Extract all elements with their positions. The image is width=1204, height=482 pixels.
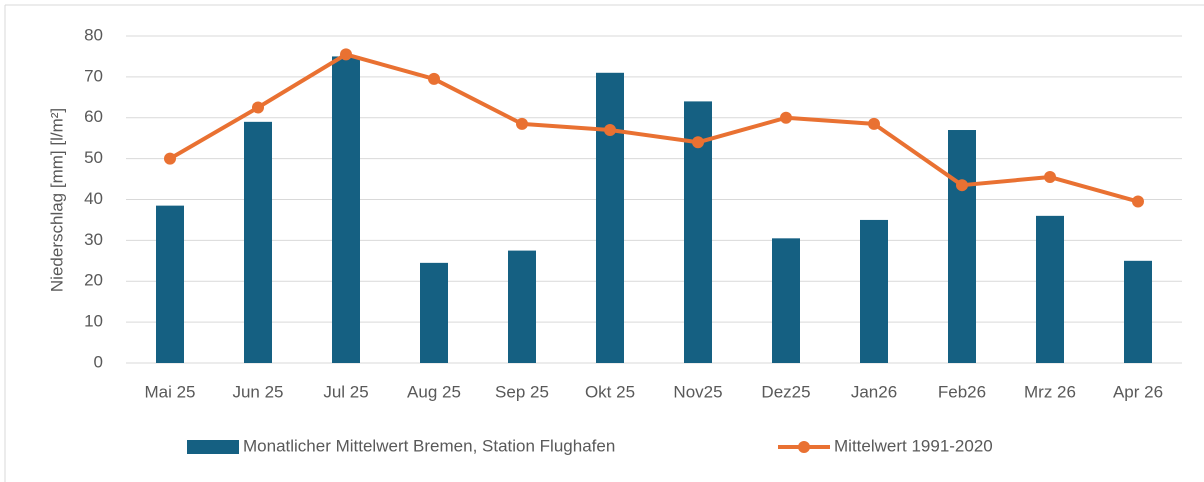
y-tick-label: 40	[84, 189, 103, 208]
line-marker	[1132, 195, 1144, 208]
y-tick-label: 60	[84, 107, 103, 126]
bar	[420, 262, 448, 363]
y-axis-label: Niederschlag [mm] [l/m²]	[47, 108, 66, 292]
x-tick-label: Aug 25	[407, 382, 461, 401]
x-tick-label: Okt 25	[585, 382, 635, 401]
legend-swatch	[798, 441, 810, 453]
line-marker	[868, 117, 880, 130]
bar	[508, 250, 536, 363]
bar	[1124, 260, 1152, 363]
line-marker	[780, 111, 792, 124]
bar	[244, 121, 272, 364]
x-tick-label: Sep 25	[495, 382, 549, 401]
y-tick-label: 50	[84, 148, 103, 167]
y-tick-label: 0	[94, 352, 103, 371]
x-tick-label: Nov25	[673, 382, 722, 401]
legend-label: Mittelwert 1991-2020	[834, 436, 993, 455]
line-marker	[164, 152, 176, 165]
bar	[948, 130, 976, 363]
bar	[860, 219, 888, 363]
line-marker	[604, 124, 616, 137]
line-marker	[1044, 171, 1056, 184]
x-tick-label: Dez25	[761, 382, 810, 401]
line-marker	[252, 101, 264, 114]
bar	[332, 56, 360, 363]
line-marker	[340, 48, 352, 61]
bar	[1036, 215, 1064, 363]
y-tick-label: 80	[84, 25, 103, 44]
bar	[596, 72, 624, 363]
y-tick-label: 20	[84, 271, 103, 290]
x-tick-label: Jan26	[851, 382, 897, 401]
bar	[156, 205, 184, 363]
x-tick-label: Jun 25	[232, 382, 283, 401]
line-marker	[692, 136, 704, 149]
y-tick-label: 30	[84, 230, 103, 249]
line-marker	[516, 117, 528, 130]
line	[168, 52, 1139, 204]
y-tick-label: 70	[84, 66, 103, 85]
x-tick-label: Jul 25	[323, 382, 368, 401]
x-tick-label: Feb26	[938, 382, 986, 401]
y-tick-label: 10	[84, 312, 103, 331]
x-tick-label: Apr 26	[1113, 382, 1163, 401]
x-tick-label: Mai 25	[144, 382, 195, 401]
line-marker	[428, 72, 440, 85]
x-tick-label: Mrz 26	[1024, 382, 1076, 401]
legend-swatch	[187, 440, 239, 454]
bar	[772, 238, 800, 363]
line-marker	[956, 179, 968, 192]
legend-label: Monatlicher Mittelwert Bremen, Station F…	[243, 436, 615, 455]
